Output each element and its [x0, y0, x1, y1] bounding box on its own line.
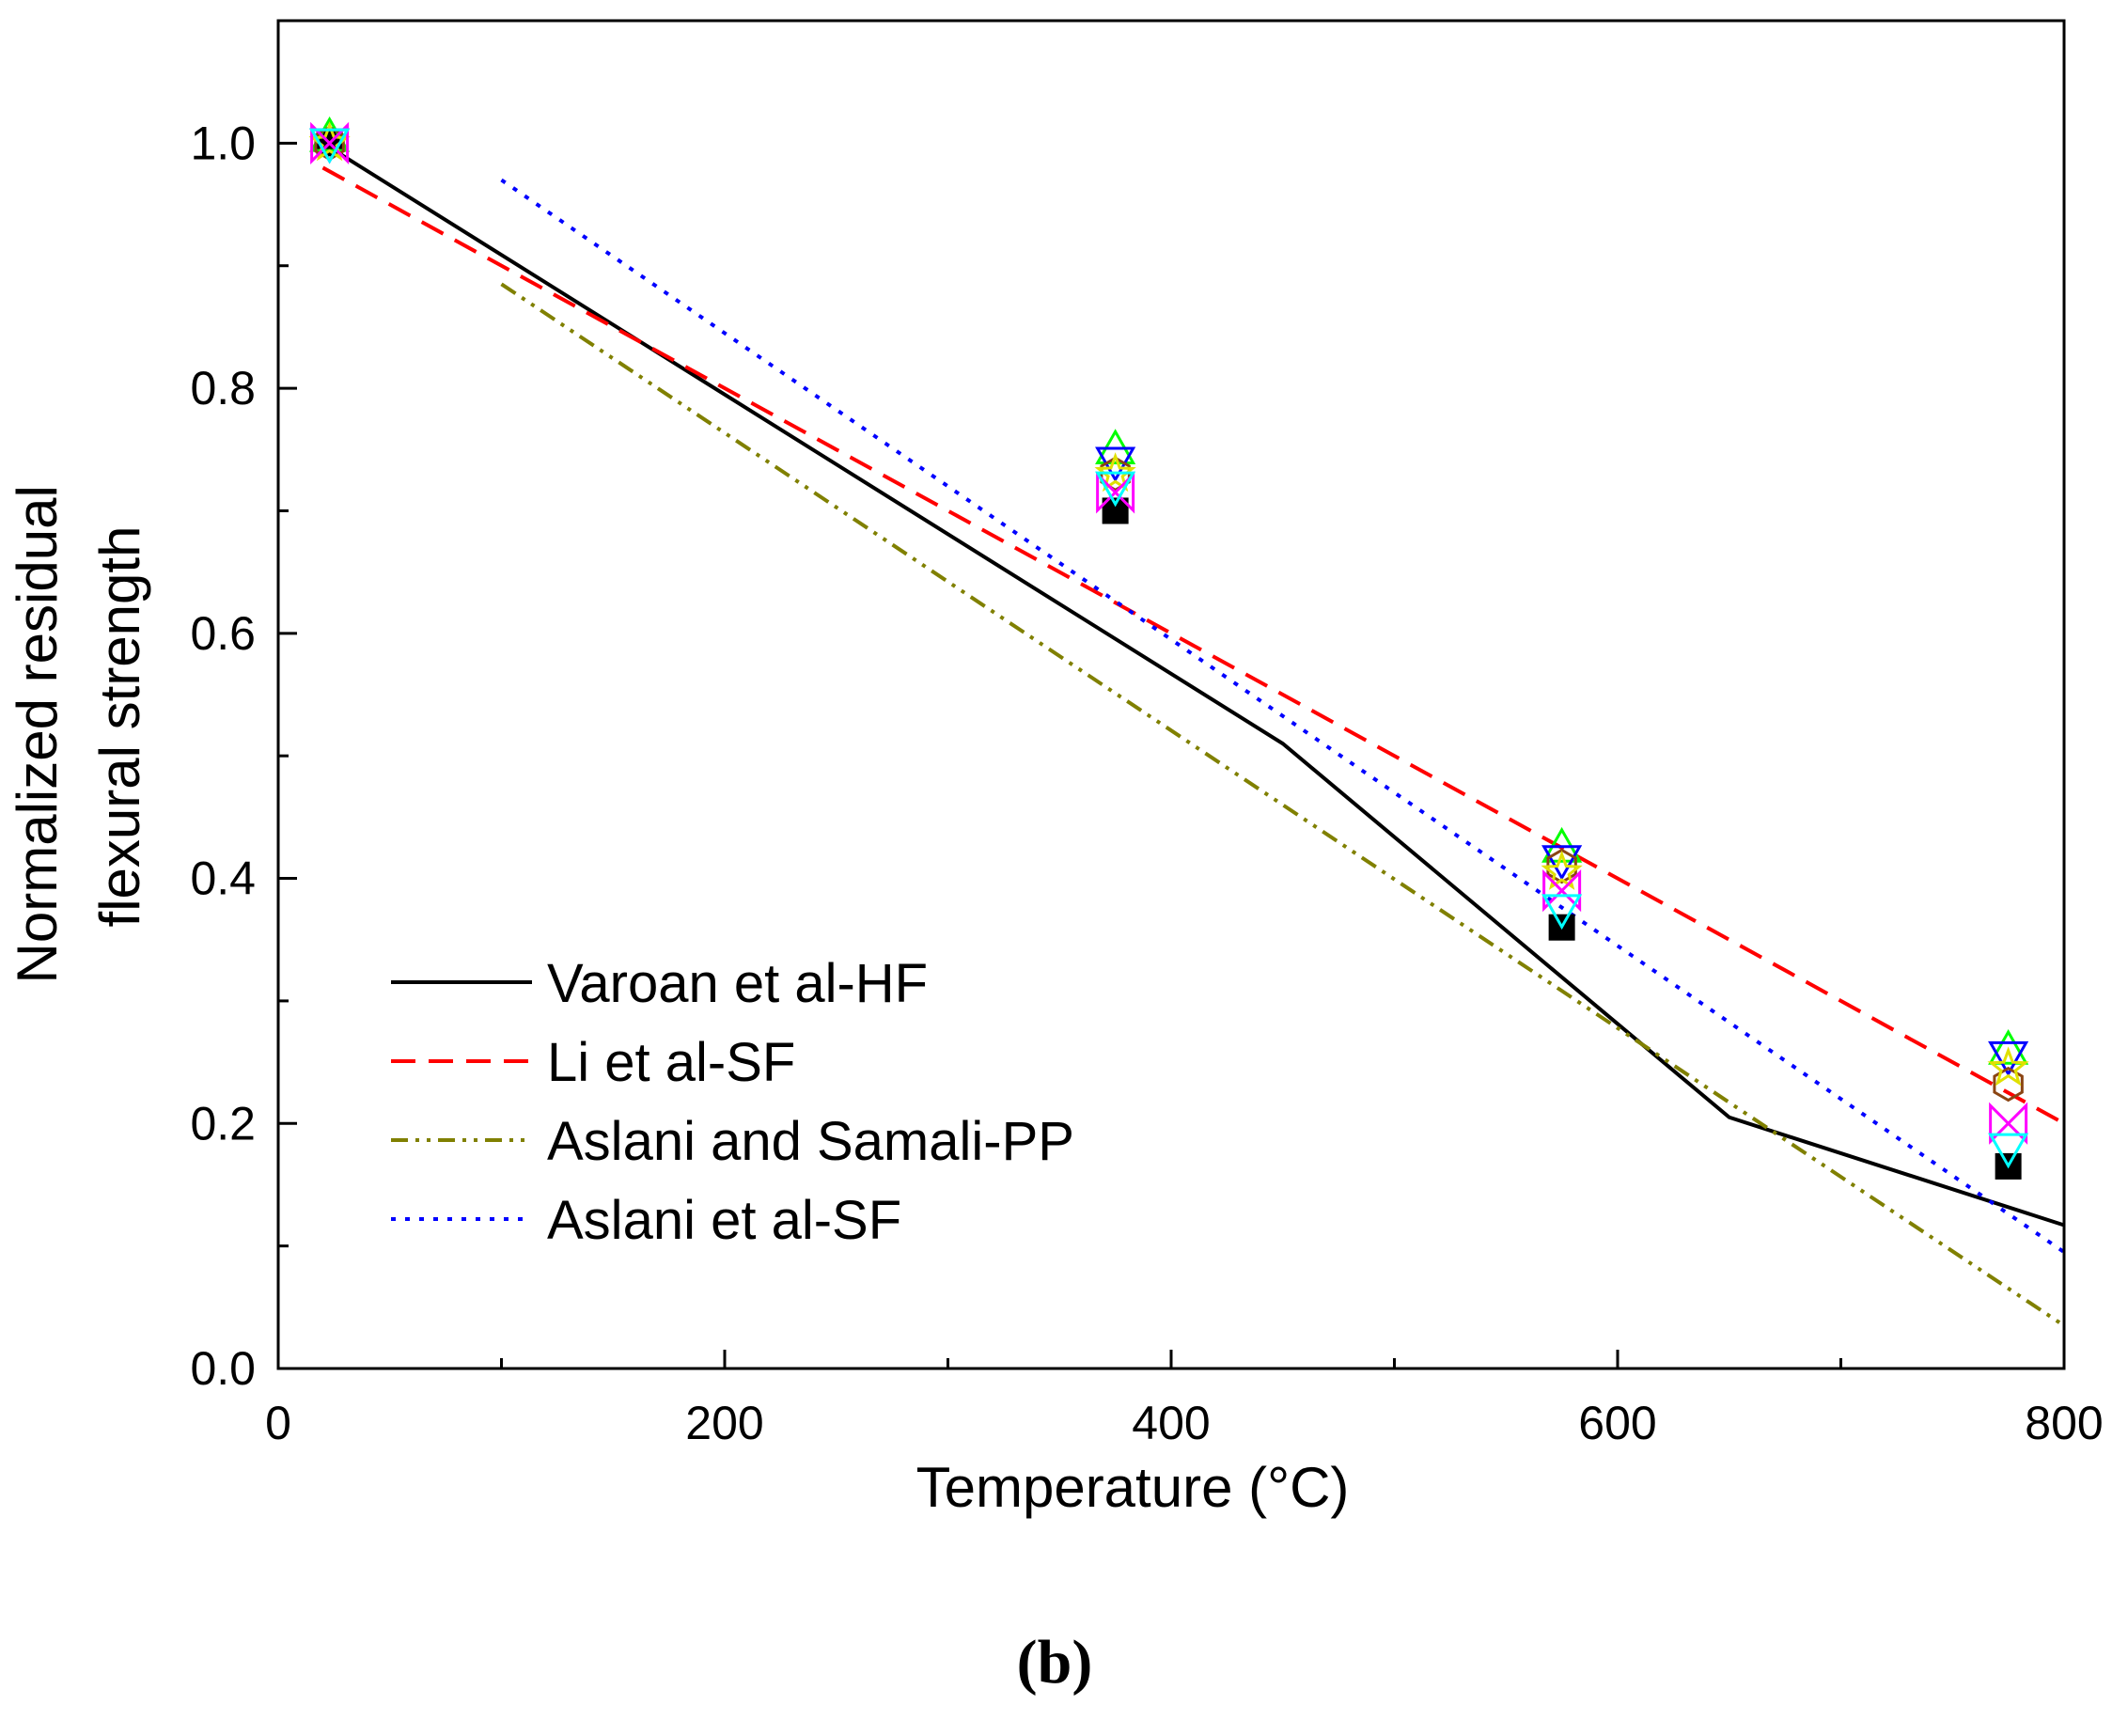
data-point-triangle-down	[1988, 1133, 2029, 1169]
data-point-hexagon	[1993, 1066, 2024, 1103]
panel-label: (b)	[1017, 1628, 1093, 1697]
x-tick-label: 200	[685, 1397, 763, 1449]
y-axis-label: Normalized residual flexural strength	[6, 470, 151, 984]
data-point-hexagon	[1100, 456, 1131, 493]
series-line-4	[500, 178, 2066, 1254]
legend: Varoan et al-HF Li et al-SF Aslani and Sam…	[391, 953, 1074, 1251]
data-point-hexagon	[1546, 848, 1577, 884]
y-tick-label: 0.4	[190, 852, 256, 905]
plot-frame	[276, 19, 2066, 1370]
data-point-x-bowtie	[1989, 1102, 2028, 1145]
data-point-triangle-down	[1541, 894, 1583, 931]
x-tick-label: 0	[265, 1397, 291, 1449]
data-point-triangle-down	[1541, 845, 1583, 882]
x-tick-label: 600	[1578, 1397, 1656, 1449]
data-point-triangle-down	[1988, 1040, 2029, 1077]
y-tick-label: 0.0	[190, 1342, 256, 1395]
series-line-3	[500, 282, 2066, 1328]
y-tick-label: 0.8	[190, 362, 256, 414]
series-line-1	[321, 141, 2065, 1228]
data-point-star	[1094, 452, 1136, 493]
legend-label-1: Varoan et al-HF	[547, 953, 928, 1014]
x-tick-label: 800	[2025, 1397, 2103, 1449]
data-point-triangle-down	[1095, 471, 1136, 508]
y-tick-label: 0.6	[190, 607, 256, 660]
y-tick-label: 1.0	[190, 117, 256, 169]
data-point-star	[1987, 1046, 2029, 1087]
y-tick-label: 0.2	[190, 1097, 256, 1150]
legend-label-3: Aslani and Samali-PP	[547, 1111, 1074, 1172]
marks-layer	[308, 116, 2066, 1328]
y-axis-label-line1: Normalized residual	[6, 485, 69, 983]
data-point-triangle-up	[1988, 1029, 2029, 1065]
legend-label-4: Aslani et al-SF	[547, 1190, 901, 1251]
legend-label-2: Li et al-SF	[547, 1032, 795, 1093]
y-axis-label-line2: flexural strength	[88, 526, 151, 928]
x-tick-label: 400	[1132, 1397, 1210, 1449]
series-line-2	[321, 165, 2065, 1126]
data-point-star	[1541, 850, 1583, 890]
data-point-triangle-down	[309, 128, 351, 164]
x-axis-label: Temperature (°C)	[916, 1456, 1350, 1519]
axes-layer: 0 200 400 600 800 0.0 0.2 0.4 0.6 0.8 1.0	[190, 19, 2104, 1449]
